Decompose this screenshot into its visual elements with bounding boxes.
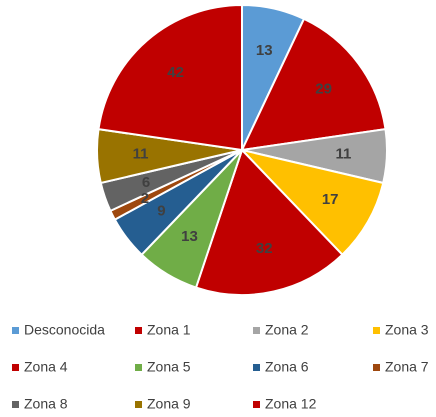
legend-label: Zona 5 <box>147 359 191 375</box>
legend-swatch <box>12 327 19 334</box>
legend-swatch <box>12 364 19 371</box>
legend-swatch <box>12 401 19 408</box>
data-label: 11 <box>133 145 149 162</box>
data-label: 32 <box>256 240 273 257</box>
legend-swatch <box>373 327 380 334</box>
legend-swatch <box>373 364 380 371</box>
pie-slice <box>97 3 243 152</box>
pie-slice <box>240 17 387 152</box>
legend-label: Zona 6 <box>265 359 309 375</box>
data-label: 17 <box>322 191 339 208</box>
legend-label: Desconocida <box>24 322 105 338</box>
data-label: 2 <box>141 190 149 207</box>
legend-label: Zona 12 <box>265 396 317 412</box>
data-label: 29 <box>315 81 332 98</box>
legend-swatch <box>135 401 142 408</box>
legend-label: Zona 3 <box>385 322 429 338</box>
data-label: 13 <box>256 42 273 59</box>
legend-swatch <box>253 364 260 371</box>
legend-swatch <box>253 401 260 408</box>
legend-label: Zona 1 <box>147 322 191 338</box>
data-label: 13 <box>181 228 198 245</box>
legend-swatch <box>135 364 142 371</box>
data-label: 11 <box>335 145 351 162</box>
data-label: 9 <box>157 203 165 220</box>
legend-label: Zona 4 <box>24 359 68 375</box>
legend-label: Zona 9 <box>147 396 191 412</box>
legend-swatch <box>135 327 142 334</box>
pie-slice <box>238 148 385 257</box>
legend-label: Zona 7 <box>385 359 429 375</box>
legend-label: Zona 8 <box>24 396 68 412</box>
legend-label: Zona 2 <box>265 322 309 338</box>
pie-slice <box>194 148 344 296</box>
data-label: 6 <box>142 174 150 191</box>
legend-swatch <box>253 327 260 334</box>
data-label: 42 <box>167 64 184 81</box>
